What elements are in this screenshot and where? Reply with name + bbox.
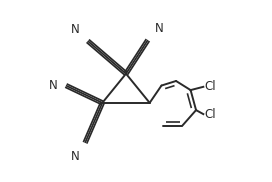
- Text: N: N: [155, 22, 164, 35]
- Text: N: N: [71, 23, 79, 36]
- Text: Cl: Cl: [205, 80, 217, 93]
- Text: Cl: Cl: [205, 108, 217, 121]
- Text: N: N: [71, 150, 79, 163]
- Text: N: N: [49, 79, 58, 92]
